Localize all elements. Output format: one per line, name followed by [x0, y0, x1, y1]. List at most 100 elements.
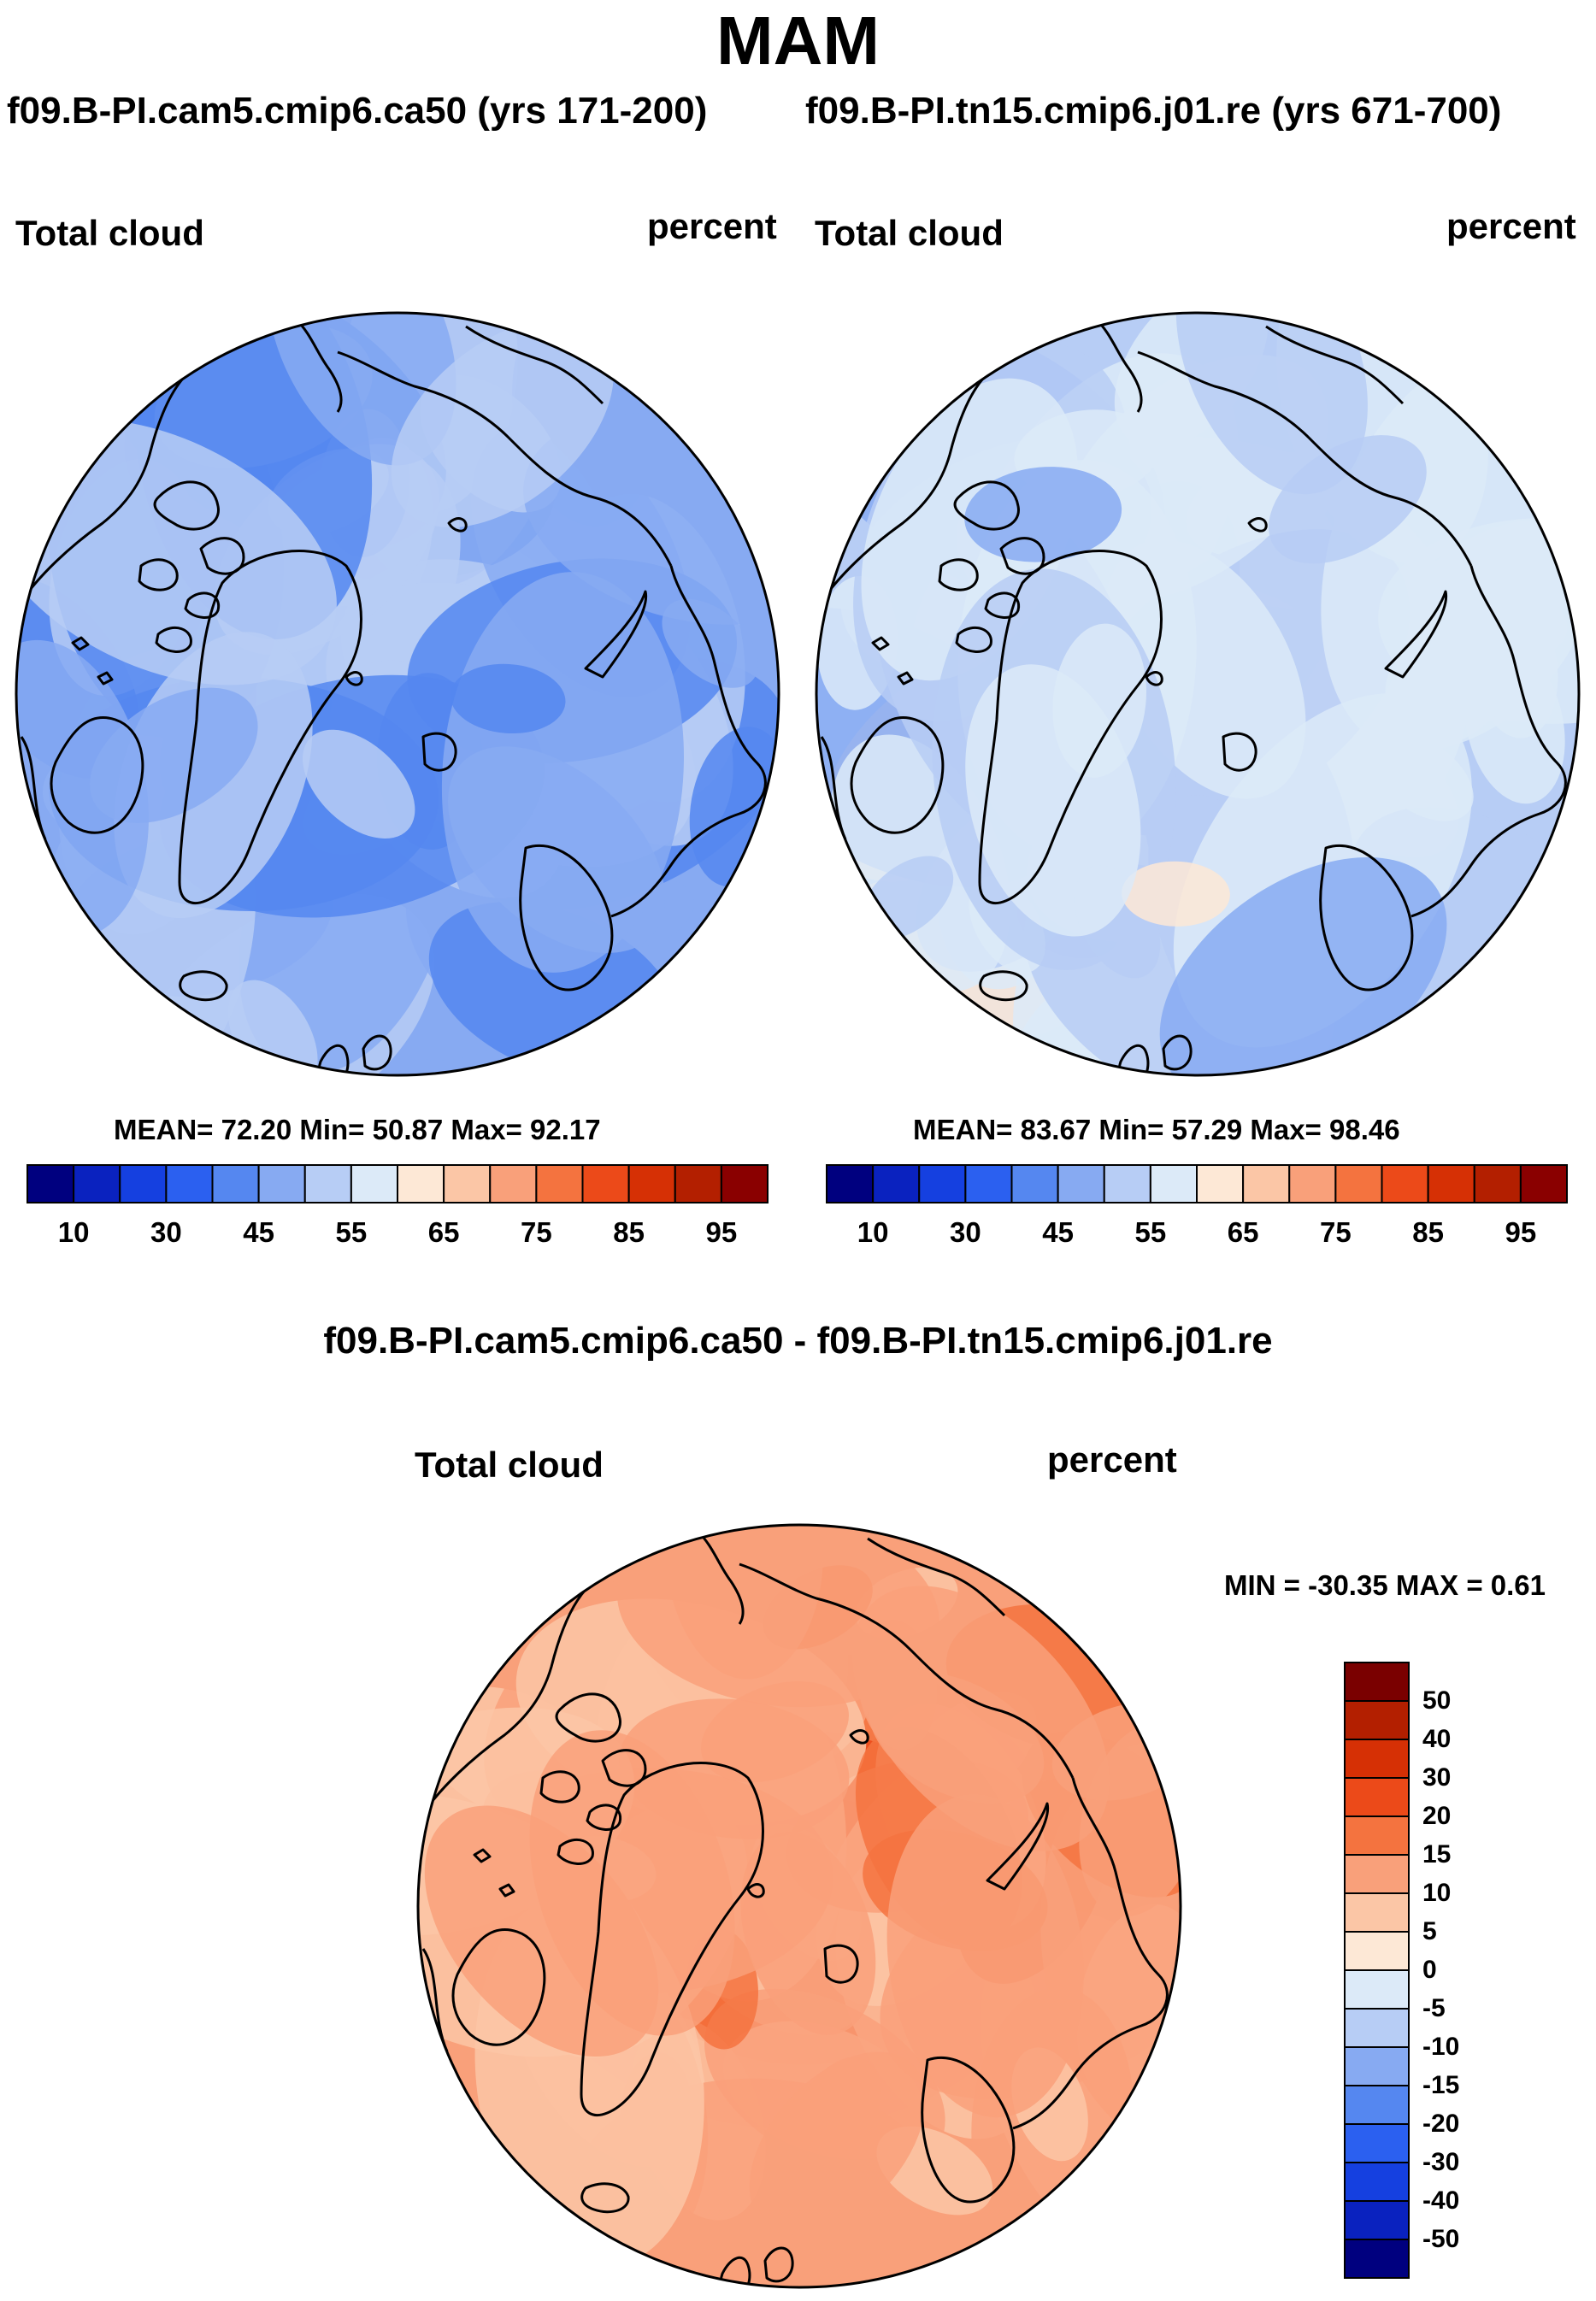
colorbar-swatch: [1344, 1892, 1410, 1933]
colorbar-tick-label: 45: [243, 1216, 274, 1248]
colorbar-swatch: [1344, 2085, 1410, 2125]
colorbar-swatch: [826, 1164, 875, 1203]
colorbar-swatch: [303, 1164, 352, 1203]
colorbar-swatch: [674, 1164, 722, 1203]
colorbar-swatch: [872, 1164, 921, 1203]
colorbar-swatch: [1344, 2123, 1410, 2163]
colorbar-swatch: [350, 1164, 398, 1203]
colorbar-swatch: [1010, 1164, 1059, 1203]
colorbar-swatch: [1242, 1164, 1291, 1203]
panel-2-variable-label: Total cloud: [815, 213, 1004, 253]
colorbar-tick-label: 65: [427, 1216, 460, 1248]
panel-1-map-border: [15, 311, 780, 1077]
colorbar-swatch: [1473, 1164, 1522, 1203]
colorbar-swatch: [1149, 1164, 1198, 1203]
colorbar-swatch: [1344, 2162, 1410, 2202]
difference-title: f09.B-PI.cam5.cmip6.ca50 - f09.B-PI.tn15…: [323, 1320, 1273, 1362]
colorbar-swatch: [1344, 1931, 1410, 1971]
diff-variable-label: Total cloud: [415, 1445, 604, 1485]
colorbar-tick-label: -10: [1422, 2033, 1460, 2061]
colorbar-tick-label: 30: [950, 1216, 981, 1248]
colorbar-swatch: [1344, 1969, 1410, 2010]
panel-1-variable-label: Total cloud: [15, 213, 204, 253]
colorbar-swatch: [1344, 2200, 1410, 2240]
colorbar-swatch: [27, 1164, 75, 1203]
colorbar-swatch: [918, 1164, 967, 1203]
colorbar-tick-label: 65: [1227, 1216, 1259, 1248]
colorbar-swatch: [211, 1164, 260, 1203]
colorbar-tick-label: -30: [1422, 2148, 1460, 2176]
colorbar-swatch: [73, 1164, 121, 1203]
panel-2-stats: MEAN= 83.67 Min= 57.29 Max= 98.46: [913, 1114, 1400, 1145]
colorbar-tick-label: 85: [613, 1216, 645, 1248]
colorbar-tick-label: 55: [335, 1216, 368, 1248]
difference-colorbar: [1344, 1662, 1410, 2279]
colorbar-tick-label: 45: [1042, 1216, 1074, 1248]
colorbar-tick-label: -5: [1422, 1994, 1446, 2022]
colorbar-swatch: [119, 1164, 168, 1203]
page-title: MAM: [716, 3, 880, 79]
colorbar-swatch: [1344, 2046, 1410, 2086]
panel-1-run-title: f09.B-PI.cam5.cmip6.ca50 (yrs 171-200): [7, 90, 708, 132]
diff-units-label: percent: [1047, 1439, 1177, 1480]
colorbar-tick-label: 30: [1422, 1763, 1452, 1792]
colorbar-tick-label: 15: [1422, 1840, 1452, 1868]
panel-1-units-label: percent: [647, 206, 777, 246]
colorbar-tick-label: -40: [1422, 2186, 1460, 2215]
panel-2-colorbar: [826, 1164, 1568, 1203]
colorbar-swatch: [627, 1164, 676, 1203]
colorbar-tick-label: 40: [1422, 1725, 1452, 1753]
colorbar-tick-label: 10: [1422, 1879, 1452, 1907]
colorbar-swatch: [1344, 1700, 1410, 1740]
colorbar-tick-label: -50: [1422, 2225, 1460, 2253]
colorbar-tick-label: 75: [1320, 1216, 1352, 1248]
colorbar-swatch: [1103, 1164, 1151, 1203]
colorbar-swatch: [257, 1164, 306, 1203]
colorbar-swatch: [720, 1164, 769, 1203]
colorbar-swatch: [964, 1164, 1013, 1203]
colorbar-tick-label: 55: [1134, 1216, 1167, 1248]
colorbar-swatch: [443, 1164, 492, 1203]
colorbar-tick-label: 85: [1412, 1216, 1444, 1248]
difference-map: [418, 1525, 1181, 2287]
colorbar-swatch: [1288, 1164, 1337, 1203]
panel-2-units-label: percent: [1446, 206, 1576, 246]
colorbar-tick-label: -20: [1422, 2110, 1460, 2138]
colorbar-tick-label: 50: [1422, 1686, 1452, 1715]
diff-min-max: MIN = -30.35 MAX = 0.61: [1224, 1569, 1546, 1601]
difference-map-border: [416, 1523, 1182, 2289]
colorbar-swatch: [1344, 2239, 1410, 2279]
colorbar-swatch: [581, 1164, 630, 1203]
panel-2-map: [816, 313, 1579, 1075]
colorbar-tick-label: -15: [1422, 2071, 1460, 2099]
colorbar-tick-label: 5: [1422, 1917, 1437, 1945]
colorbar-swatch: [1344, 1777, 1410, 1817]
colorbar-tick-label: 0: [1422, 1956, 1437, 1984]
colorbar-swatch: [1196, 1164, 1245, 1203]
panel-1-map: [16, 313, 779, 1075]
colorbar-tick-label: 10: [857, 1216, 889, 1248]
colorbar-swatch: [1519, 1164, 1568, 1203]
colorbar-tick-label: 95: [1505, 1216, 1537, 1248]
colorbar-tick-label: 75: [521, 1216, 552, 1248]
colorbar-swatch: [535, 1164, 584, 1203]
panel-1-stats: MEAN= 72.20 Min= 50.87 Max= 92.17: [114, 1114, 601, 1145]
colorbar-swatch: [397, 1164, 445, 1203]
colorbar-swatch: [1057, 1164, 1105, 1203]
colorbar-swatch: [165, 1164, 214, 1203]
colorbar-tick-label: 30: [150, 1216, 182, 1248]
colorbar-tick-label: 20: [1422, 1802, 1452, 1830]
colorbar-swatch: [1334, 1164, 1383, 1203]
colorbar-swatch: [1344, 1662, 1410, 1702]
panel-2-map-border: [815, 311, 1581, 1077]
panel-2-run-title: f09.B-PI.tn15.cmip6.j01.re (yrs 671-700): [805, 90, 1502, 132]
colorbar-swatch: [489, 1164, 538, 1203]
colorbar-swatch: [1427, 1164, 1475, 1203]
colorbar-swatch: [1381, 1164, 1429, 1203]
colorbar-swatch: [1344, 2008, 1410, 2048]
colorbar-tick-label: 95: [705, 1216, 738, 1248]
colorbar-swatch: [1344, 1854, 1410, 1894]
panel-1-colorbar: [27, 1164, 769, 1203]
colorbar-swatch: [1344, 1739, 1410, 1779]
